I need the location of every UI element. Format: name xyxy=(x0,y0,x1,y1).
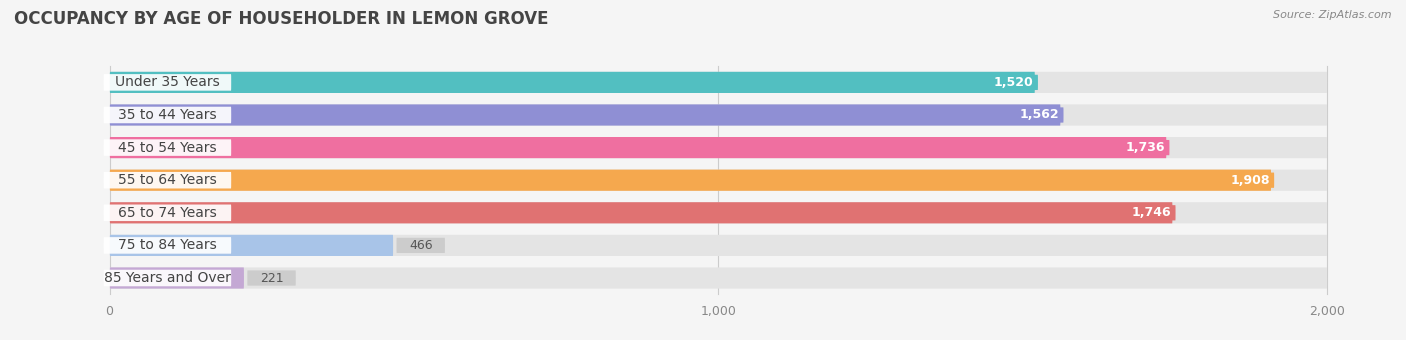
Text: 1,746: 1,746 xyxy=(1132,206,1171,219)
Text: OCCUPANCY BY AGE OF HOUSEHOLDER IN LEMON GROVE: OCCUPANCY BY AGE OF HOUSEHOLDER IN LEMON… xyxy=(14,10,548,28)
FancyBboxPatch shape xyxy=(990,75,1038,90)
FancyBboxPatch shape xyxy=(110,235,1327,256)
Text: Source: ZipAtlas.com: Source: ZipAtlas.com xyxy=(1274,10,1392,20)
FancyBboxPatch shape xyxy=(104,205,231,221)
FancyBboxPatch shape xyxy=(1226,173,1274,188)
Text: 221: 221 xyxy=(260,272,284,285)
FancyBboxPatch shape xyxy=(110,170,1327,191)
FancyBboxPatch shape xyxy=(247,270,295,286)
Text: 35 to 44 Years: 35 to 44 Years xyxy=(118,108,217,122)
Text: 1,520: 1,520 xyxy=(994,76,1033,89)
FancyBboxPatch shape xyxy=(110,137,1327,158)
Text: 45 to 54 Years: 45 to 54 Years xyxy=(118,141,217,155)
FancyBboxPatch shape xyxy=(110,268,245,289)
FancyBboxPatch shape xyxy=(110,170,1271,191)
FancyBboxPatch shape xyxy=(1015,107,1063,123)
Text: 1,562: 1,562 xyxy=(1019,108,1059,121)
Text: 1,908: 1,908 xyxy=(1230,174,1270,187)
FancyBboxPatch shape xyxy=(110,202,1173,223)
FancyBboxPatch shape xyxy=(104,107,231,123)
FancyBboxPatch shape xyxy=(110,104,1327,125)
FancyBboxPatch shape xyxy=(1128,205,1175,220)
Text: 55 to 64 Years: 55 to 64 Years xyxy=(118,173,217,187)
FancyBboxPatch shape xyxy=(104,237,231,254)
FancyBboxPatch shape xyxy=(110,202,1327,223)
Text: 85 Years and Over: 85 Years and Over xyxy=(104,271,231,285)
Text: 1,736: 1,736 xyxy=(1125,141,1166,154)
FancyBboxPatch shape xyxy=(110,235,394,256)
Text: Under 35 Years: Under 35 Years xyxy=(115,75,219,89)
FancyBboxPatch shape xyxy=(110,104,1060,125)
FancyBboxPatch shape xyxy=(396,238,444,253)
Text: 75 to 84 Years: 75 to 84 Years xyxy=(118,238,217,252)
Text: 65 to 74 Years: 65 to 74 Years xyxy=(118,206,217,220)
FancyBboxPatch shape xyxy=(104,270,231,286)
FancyBboxPatch shape xyxy=(110,137,1167,158)
FancyBboxPatch shape xyxy=(104,139,231,156)
FancyBboxPatch shape xyxy=(1121,140,1170,155)
FancyBboxPatch shape xyxy=(110,72,1327,93)
FancyBboxPatch shape xyxy=(104,74,231,91)
Text: 466: 466 xyxy=(409,239,433,252)
FancyBboxPatch shape xyxy=(110,72,1035,93)
FancyBboxPatch shape xyxy=(110,268,1327,289)
FancyBboxPatch shape xyxy=(104,172,231,188)
